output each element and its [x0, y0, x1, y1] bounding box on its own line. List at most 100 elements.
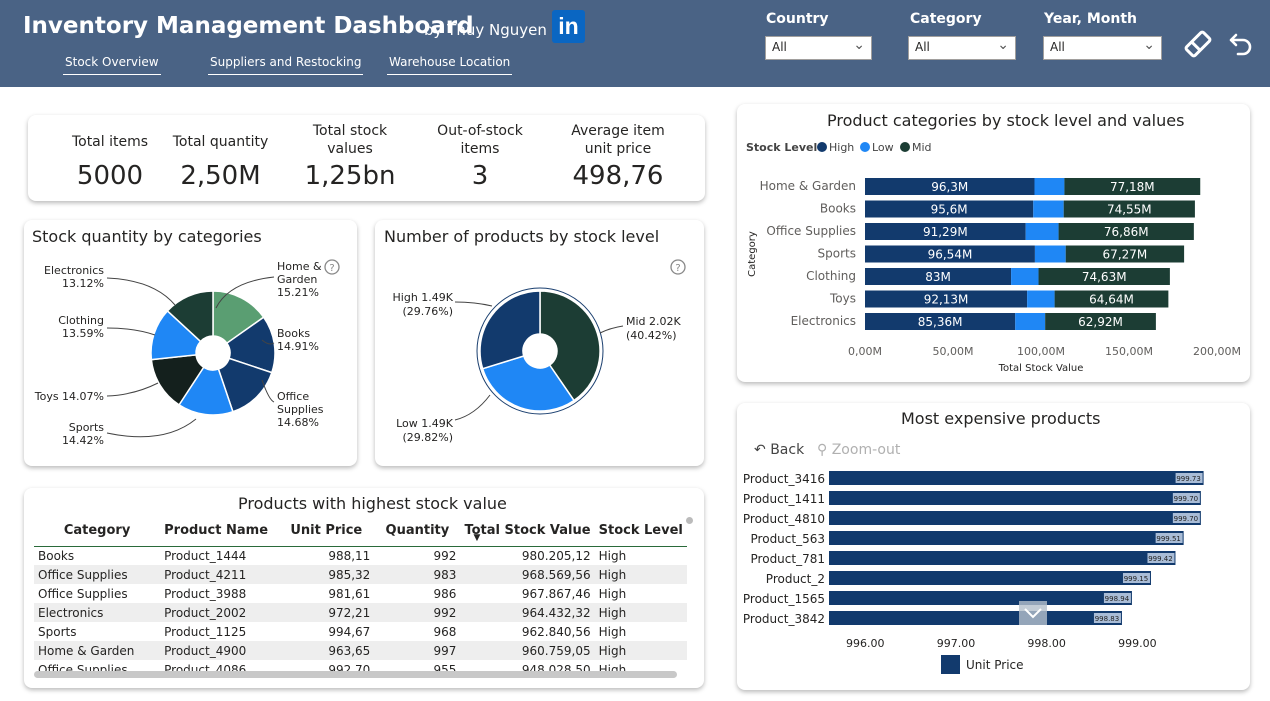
bar1-data-label: 74,55M — [1107, 203, 1152, 217]
column-header-product-name[interactable]: Product Name — [160, 516, 279, 547]
pie1-label: Home & — [277, 260, 322, 273]
linkedin-icon[interactable]: in — [552, 10, 585, 43]
bar2-svg: Product_3416 999.73 Product_1411 999.70 Prod… — [743, 471, 1204, 674]
bar1-segment-low — [1011, 268, 1039, 285]
kpi-label-total-stock-values: Total stock values — [312, 123, 388, 157]
filter-category-select[interactable]: All ⌄ — [908, 36, 1016, 60]
bar1-category-label: Home & Garden — [760, 179, 856, 193]
highest-stock-table-card: Products with highest stock value Catego… — [24, 488, 704, 688]
table-cell-category: Office Supplies — [34, 565, 161, 584]
back-button[interactable]: ↶ Back — [754, 442, 804, 458]
table-cell-quantity: 986 — [433, 586, 457, 601]
filter-country-select[interactable]: All ⌄ — [765, 36, 872, 60]
column-header-stock-level[interactable]: Stock Level — [594, 516, 687, 547]
pie1-label: 14.91% — [277, 340, 319, 353]
undo-icon[interactable] — [1228, 31, 1254, 57]
bar2-data-label: 999.42 — [1148, 555, 1173, 563]
back-arrow-icon: ↶ — [754, 442, 766, 458]
nav-stock-overview[interactable]: Stock Overview — [63, 52, 161, 75]
bar1-data-label: 74,63M — [1082, 270, 1127, 284]
pie2-outer-ring — [476, 287, 604, 415]
chevron-down-icon: ⌄ — [1143, 37, 1155, 53]
bar1-data-label: 91,29M — [923, 225, 968, 239]
table-cell-product-name: Product_2002 — [160, 603, 279, 622]
help-icon — [670, 259, 686, 275]
horizontal-scrollbar[interactable] — [34, 671, 677, 678]
filter-yearmonth-select[interactable]: All ⌄ — [1043, 36, 1162, 60]
bar1-segment-high — [865, 268, 1012, 285]
bar2-title: Most expensive products — [901, 409, 1101, 428]
column-header-total-stock-value[interactable]: Total Stock Value — [460, 516, 595, 547]
bar2-data-label: 999.73 — [1176, 475, 1201, 483]
stock-quantity-pie-card: Stock quantity by categories Home & Garde… — [24, 220, 357, 466]
table-cell-product-name: Product_4900 — [160, 641, 279, 660]
bar1-segment-mid — [1054, 290, 1169, 308]
zoom-out-icon: ⚲ — [817, 442, 828, 458]
table-row[interactable]: Electronics Product_2002 972,21 992 964.432,… — [34, 603, 687, 622]
table-cell-product-name: Product_1444 — [164, 548, 247, 563]
stock-level-pie-card: Number of products by stock level Mid 2.… — [375, 220, 704, 466]
bar1-data-label: 64,64M — [1089, 293, 1134, 307]
pie2-leader-line — [599, 325, 624, 334]
table-row[interactable]: Home & Garden Product_4900 963,65 997 960.75… — [34, 641, 687, 660]
nav-warehouse-location[interactable]: Warehouse Location — [387, 52, 513, 75]
eraser-icon[interactable] — [1182, 28, 1214, 60]
column-header-category[interactable]: Category — [34, 516, 161, 547]
bar2-bar — [829, 491, 1201, 505]
bar1-data-label: 95,6M — [931, 203, 968, 217]
bar2-label-bg — [1155, 533, 1183, 543]
table-cell-total-stock-value: 962.840,56 — [521, 624, 591, 639]
scroll-indicator[interactable] — [686, 517, 693, 524]
category-stock-bar-card: Product categories by stock level and va… — [737, 104, 1250, 382]
table-cell-stock-level: High — [594, 565, 687, 584]
pie1-label: Office — [277, 390, 309, 403]
bar2-category-label: Product_3842 — [743, 612, 825, 626]
bar2-xtick: 996.00 — [846, 637, 885, 650]
back-label: Back — [770, 442, 805, 458]
table-row[interactable]: Sports Product_1125 994,67 968 962.840,56 Hig… — [34, 622, 687, 641]
bar1-category-label: Clothing — [806, 269, 856, 283]
table-row[interactable]: Books Product_1444 988,11 992 980.205,12 High — [34, 546, 687, 565]
table-cell-stock-level: High — [598, 624, 627, 639]
pie1-label: Books — [277, 327, 310, 340]
table-cell-stock-level: High — [598, 586, 627, 601]
bar1-data-label: 62,92M — [1078, 315, 1123, 329]
pie2-label: (29.76%) — [402, 305, 453, 318]
kpi-card: Total items 5000 Total quantity 2,50M To… — [28, 115, 705, 201]
kpi-label-out-of-stock: Out-of-stock items — [437, 123, 523, 157]
bar2-bar — [829, 611, 1122, 625]
bar1-xtick: 50,00M — [933, 345, 974, 358]
zoom-out-button[interactable]: ⚲ Zoom-out — [817, 442, 900, 458]
table-row[interactable]: Office Supplies Product_4211 985,32 983 968.… — [34, 565, 687, 584]
collapse-arrow-icon — [1019, 601, 1047, 625]
bar2-data-label: 998.83 — [1095, 615, 1120, 623]
bar1-segment-mid — [1038, 268, 1170, 285]
bar1-xlabel: Total Stock Value — [998, 363, 1084, 374]
kpi-value-total-items: 5000 — [76, 161, 144, 191]
pie1-leader-line — [106, 382, 159, 397]
table-cell-category: Books — [38, 548, 75, 563]
column-header-unit-price[interactable]: Unit Price — [278, 516, 375, 547]
bar1-data-label: 77,18M — [1110, 180, 1155, 194]
table-cell-unit-price: 985,32 — [278, 565, 375, 584]
table-cell-product-name: Product_1125 — [164, 624, 247, 639]
bar2-bar — [829, 591, 1132, 605]
legend-marker-low — [860, 142, 870, 152]
table-cell-unit-price: 981,61 — [328, 586, 371, 601]
sort-desc-icon[interactable]: ▼ — [473, 533, 481, 543]
bar2-label-bg — [1147, 553, 1175, 563]
bar1-legend-title: Stock Level — [746, 141, 817, 154]
table-cell-total-stock-value: 960.759,05 — [460, 641, 595, 660]
bar2-label-bg — [1122, 573, 1150, 583]
bar1-category-label: Books — [820, 202, 856, 216]
bar2-xtick: 997.00 — [937, 637, 976, 650]
pie1-label: Electronics — [44, 264, 104, 277]
column-header-quantity[interactable]: Quantity ▼ — [374, 516, 480, 547]
help-icon-glyph: ? — [329, 263, 334, 274]
bar1-data-label: 83M — [925, 270, 951, 284]
bar2-bar — [829, 471, 1204, 485]
nav-suppliers-restocking[interactable]: Suppliers and Restocking — [208, 52, 364, 75]
bar1-segment-mid — [1063, 200, 1195, 218]
table-row[interactable]: Office Supplies Product_3988 981,61 986 967.… — [34, 584, 687, 603]
